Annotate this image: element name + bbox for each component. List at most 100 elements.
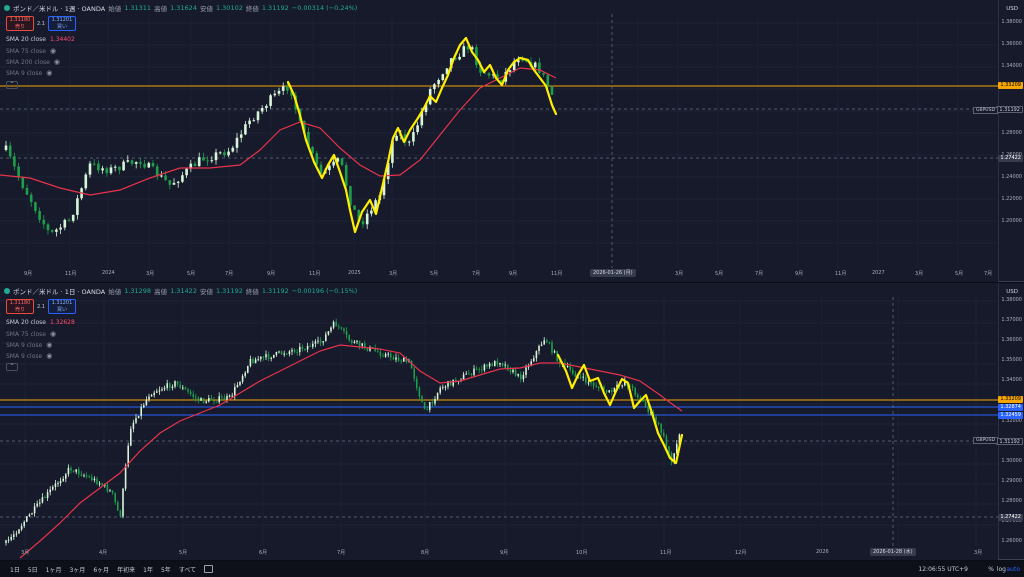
- candle: [122, 159, 125, 172]
- time-tick: 7月: [225, 271, 234, 277]
- chart-pane-daily[interactable]: ポンド／米ドル · 1日 · OANDA 始値 1.31298 高値 1.31422…: [0, 283, 1024, 560]
- indicator-sma9[interactable]: SMA 9 close ◉: [6, 69, 53, 77]
- chart-pane-weekly[interactable]: ポンド／米ドル · 1週 · OANDA 始値 1.31311 高値 1.31624…: [0, 0, 1024, 282]
- auto-toggle[interactable]: auto: [1006, 565, 1020, 573]
- candle: [187, 387, 189, 395]
- market-status-icon: [4, 288, 10, 294]
- candle: [410, 360, 413, 369]
- calendar-icon[interactable]: [204, 565, 214, 573]
- price-badge: 1.27422: [998, 155, 1023, 162]
- currency-label[interactable]: USD: [1006, 6, 1018, 12]
- eye-icon[interactable]: ◉: [46, 352, 53, 360]
- indicator-sma20[interactable]: SMA 20 close 1.32628: [6, 319, 75, 326]
- candle: [462, 43, 466, 57]
- candle: [387, 352, 389, 358]
- candle: [608, 390, 610, 394]
- indicator-sma9[interactable]: SMA 9 close ◉: [6, 341, 53, 349]
- eye-icon[interactable]: ◉: [46, 69, 53, 77]
- timeframe-8[interactable]: すべて: [178, 566, 197, 574]
- candle: [449, 380, 452, 386]
- candle: [231, 145, 235, 153]
- collapse-indicators-button[interactable]: ⌃: [6, 81, 18, 89]
- candle: [496, 358, 499, 368]
- indicator-sma75[interactable]: SMA 75 close ◉: [6, 47, 57, 55]
- candle: [38, 207, 41, 223]
- candle: [202, 397, 205, 404]
- candle: [172, 178, 176, 185]
- indicator-sma75[interactable]: SMA 75 close ◉: [6, 330, 57, 338]
- freehand-drawing: [556, 353, 684, 465]
- candle: [208, 394, 210, 403]
- timeframe-5[interactable]: 年初来: [117, 566, 136, 574]
- indicator-sma9b[interactable]: SMA 9 close ◉: [6, 352, 53, 360]
- candle: [72, 470, 75, 473]
- candle: [46, 222, 50, 235]
- candle: [358, 340, 361, 350]
- price-tick: 1.26000: [1001, 538, 1022, 545]
- candle: [473, 365, 475, 378]
- time-tick: 2026: [816, 549, 829, 555]
- candle: [533, 355, 535, 363]
- candle: [605, 389, 608, 395]
- symbol-title[interactable]: ポンド／米ドル · 1日 · OANDA: [13, 288, 106, 296]
- price-axis[interactable]: USD 1.38000 1.37000 1.36000 1.35000 1.34000 1…: [996, 283, 1024, 559]
- candle: [538, 57, 541, 75]
- candle: [249, 355, 252, 368]
- time-tick: 3月: [974, 550, 983, 556]
- timeframe-3[interactable]: 3ヶ月: [69, 566, 86, 574]
- candle: [543, 337, 545, 345]
- timeframe-6[interactable]: 1年: [143, 566, 153, 574]
- sell-button[interactable]: 1.31180 売り: [6, 299, 34, 314]
- buy-button[interactable]: 1.31201 買い: [47, 16, 76, 31]
- indicator-sma200[interactable]: SMA 200 close ◉: [6, 58, 60, 66]
- price-tick: 1.28000: [1001, 129, 1022, 136]
- candle: [312, 340, 314, 350]
- candle: [370, 207, 373, 217]
- eye-icon[interactable]: ◉: [53, 58, 60, 66]
- candle: [155, 163, 159, 180]
- candle: [418, 386, 421, 400]
- price-axis[interactable]: USD 1.380001.360001.340001.320001.300001…: [996, 0, 1024, 281]
- candle: [317, 336, 319, 345]
- candle: [364, 340, 366, 351]
- eye-icon[interactable]: ◉: [50, 47, 57, 55]
- candle: [444, 385, 447, 391]
- candle: [75, 469, 77, 475]
- candle: [365, 209, 369, 230]
- crosshair-date: 2026-01-28 (水): [870, 548, 916, 556]
- candle: [247, 365, 249, 374]
- buy-button[interactable]: 1.31201 買い: [47, 299, 76, 314]
- sell-button[interactable]: 1.31180 売り: [6, 16, 34, 31]
- eye-icon[interactable]: ◉: [50, 330, 57, 338]
- candle: [335, 318, 337, 327]
- candle: [13, 530, 15, 541]
- candle: [416, 375, 418, 391]
- candle: [542, 72, 545, 78]
- collapse-indicators-button[interactable]: ⌃: [6, 363, 18, 371]
- symbol-title[interactable]: ポンド／米ドル · 1週 · OANDA: [13, 5, 106, 13]
- clock[interactable]: 12:06:55 UTC+9: [918, 565, 968, 573]
- percent-toggle[interactable]: %: [988, 565, 994, 573]
- price-tick: 1.38000: [1001, 297, 1022, 303]
- open-value: 1.31298: [124, 287, 152, 295]
- indicator-sma20[interactable]: SMA 20 close 1.34402: [6, 36, 75, 43]
- log-toggle[interactable]: log: [996, 565, 1006, 573]
- timeframe-0[interactable]: 1日: [10, 566, 20, 574]
- candle: [171, 384, 174, 391]
- timeframe-1[interactable]: 5日: [27, 566, 38, 574]
- candle: [130, 426, 132, 447]
- candle: [67, 464, 70, 477]
- timeframe-7[interactable]: 5年: [160, 566, 171, 574]
- candle: [195, 393, 197, 402]
- price-plot-daily[interactable]: [0, 283, 998, 560]
- timeframe-4[interactable]: 6ヶ月: [93, 566, 110, 574]
- time-tick: 4月: [99, 550, 108, 556]
- currency-label[interactable]: USD: [1006, 289, 1018, 295]
- candle: [205, 400, 207, 404]
- candle: [137, 415, 140, 419]
- timeframe-2[interactable]: 1ヶ月: [45, 566, 62, 574]
- price-plot-weekly[interactable]: [0, 0, 998, 282]
- eye-icon[interactable]: ◉: [46, 341, 53, 349]
- candle: [488, 362, 491, 369]
- candle: [176, 180, 180, 188]
